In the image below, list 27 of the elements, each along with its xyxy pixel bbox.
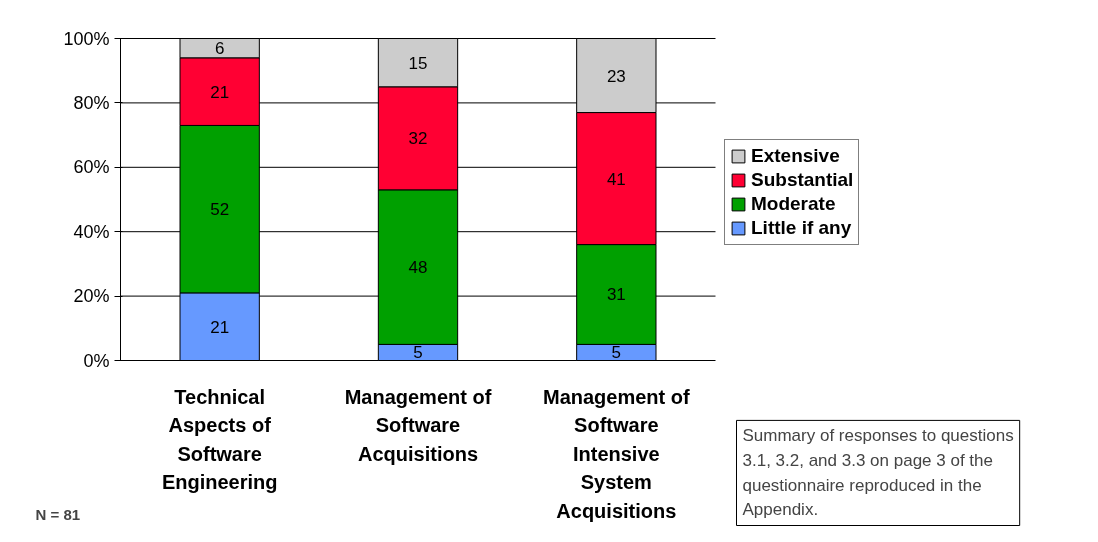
data-label: 32 (408, 129, 428, 149)
y-tick-label: 0% (83, 350, 110, 371)
data-label: 5 (413, 343, 423, 363)
x-tick-label: Management of Software Acquisitions (344, 385, 492, 465)
data-label: 21 (210, 82, 230, 102)
legend-label: Substantial (751, 169, 854, 191)
y-tick-label: 60% (73, 157, 110, 178)
data-label: 52 (210, 200, 230, 220)
legend-label: Little if any (751, 217, 852, 239)
data-label: 6 (214, 39, 225, 59)
text: Summary of responses to questions 3.1, 3.2, and 3.3 on page 3 of the questionnaire reproduced in the Appendix. (742, 426, 1014, 520)
data-label: 31 (606, 285, 626, 305)
data-label: 23 (606, 66, 626, 86)
y-tick-label: 80% (73, 92, 110, 113)
data-label: 48 (408, 258, 428, 278)
y-tick-label: 20% (73, 286, 110, 307)
legend-label: Moderate (751, 193, 836, 215)
data-label: 15 (408, 53, 428, 73)
data-label: 41 (606, 169, 626, 189)
y-tick-label: 100% (63, 28, 110, 49)
data-label: 21 (210, 317, 230, 337)
x-tick-label: Management of Software Intensive System Acquisitions (542, 385, 691, 522)
text: N = 81 (35, 505, 81, 523)
y-tick-label: 40% (73, 221, 110, 242)
legend-label: Extensive (751, 145, 840, 167)
data-label: 5 (611, 343, 622, 363)
x-tick-label: Technical Aspects of Software Engineering (161, 385, 278, 494)
